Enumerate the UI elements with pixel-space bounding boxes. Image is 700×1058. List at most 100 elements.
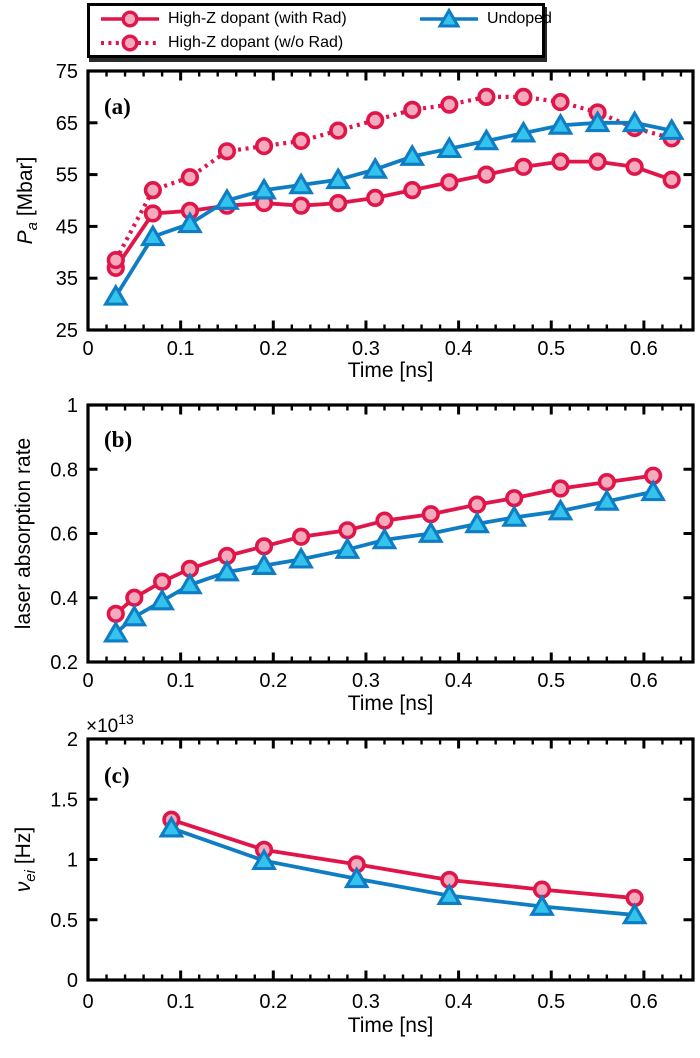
marker-triangle-icon bbox=[584, 110, 611, 133]
series-undoped bbox=[102, 110, 685, 306]
marker-triangle-icon bbox=[547, 498, 574, 521]
y-tick-label: 1.5 bbox=[50, 789, 78, 811]
axes-border bbox=[86, 403, 695, 664]
marker-triangle-icon bbox=[436, 882, 463, 905]
x-tick-label: 0.1 bbox=[167, 338, 195, 360]
marker-triangle-icon bbox=[214, 187, 240, 210]
marker-triangle-icon bbox=[547, 112, 574, 135]
y-tick-label: 75 bbox=[56, 61, 78, 83]
x-tick-label: 0.2 bbox=[259, 670, 287, 692]
y-tick-label: 65 bbox=[56, 113, 78, 135]
marker-circle-icon bbox=[551, 479, 570, 498]
marker-circle-icon bbox=[514, 157, 533, 176]
marker-circle-icon bbox=[329, 121, 348, 140]
marker-triangle-icon bbox=[640, 479, 667, 502]
marker-triangle-icon bbox=[149, 588, 176, 611]
x-axis-title: Time [ns] bbox=[348, 359, 434, 382]
panel-b: 0 0.1 0.2 0.3 0.4 0.5 0.6 0.2 0.4 0.6 0.8 1 (b) Time … bbox=[12, 395, 695, 715]
marker-circle-icon bbox=[338, 521, 357, 540]
x-tick-label: 0.1 bbox=[167, 991, 195, 1013]
marker-triangle-icon bbox=[436, 136, 463, 159]
marker-circle-icon bbox=[468, 495, 487, 514]
legend-label: Undoped bbox=[487, 10, 552, 27]
y-axis-exponent-label: ×1013 bbox=[86, 711, 134, 737]
marker-triangle-icon bbox=[288, 546, 314, 569]
x-tick-label: 0.4 bbox=[445, 670, 473, 692]
marker-circle-icon bbox=[254, 537, 274, 556]
x-tick-label: 0.5 bbox=[537, 670, 565, 692]
y-tick-label: 1 bbox=[67, 395, 78, 417]
marker-circle-icon bbox=[597, 473, 616, 492]
x-tick-label: 0.6 bbox=[630, 670, 658, 692]
marker-circle-icon bbox=[477, 87, 496, 106]
marker-triangle-icon bbox=[343, 866, 370, 889]
legend-item-highz-wo-rad: High-Z dopant (w/o Rad) bbox=[99, 31, 343, 55]
marker-circle-icon bbox=[125, 588, 144, 607]
y-tick-label: 0.6 bbox=[50, 524, 78, 546]
marker-triangle-icon bbox=[102, 283, 129, 306]
x-tick-label: 0 bbox=[82, 338, 93, 360]
marker-circle-icon bbox=[514, 87, 533, 106]
marker-triangle-icon bbox=[214, 559, 240, 582]
y-axis-title-main: laser absorption rate bbox=[12, 438, 35, 629]
marker-triangle-icon bbox=[473, 128, 500, 151]
marker-circle-icon bbox=[375, 511, 394, 530]
x-axis-title: Time [ns] bbox=[348, 692, 434, 715]
marker-circle-icon bbox=[366, 188, 385, 208]
y-tick-label: 0 bbox=[67, 970, 78, 992]
y-axis-title-sub: a bbox=[24, 222, 41, 230]
marker-triangle-icon bbox=[288, 172, 314, 195]
panel-c: 0 0.1 0.2 0.3 0.4 0.5 0.6 0 0.5 1 1.5 2 (c) Time [ns]… bbox=[12, 711, 695, 1037]
marker-triangle-icon bbox=[325, 167, 352, 190]
marker-triangle-icon bbox=[177, 572, 203, 595]
y-axis-title-unit: [Mbar] bbox=[14, 157, 37, 222]
marker-circle-icon bbox=[403, 181, 422, 200]
marker-circle-icon bbox=[143, 204, 162, 223]
x-tick-label: 0.4 bbox=[445, 338, 473, 360]
marker-triangle-icon bbox=[658, 117, 685, 140]
series-undoped bbox=[102, 479, 667, 643]
legend-sample-solid-circle-icon bbox=[101, 10, 159, 28]
panel-a: 0 0.1 0.2 0.3 0.4 0.5 0.6 25 35 45 55 65 75 (a) Time [… bbox=[14, 61, 695, 382]
y-tick-label: 0.5 bbox=[50, 910, 78, 932]
marker-triangle-icon bbox=[529, 893, 555, 916]
series-high-z-dopant-with-rad bbox=[162, 810, 644, 908]
y-axis-title: νei [Hz] bbox=[12, 827, 39, 892]
marker-circle-icon bbox=[254, 137, 274, 156]
marker-triangle-icon bbox=[251, 177, 277, 200]
marker-triangle-icon bbox=[510, 120, 537, 143]
marker-triangle-icon bbox=[251, 848, 277, 871]
marker-circle-icon bbox=[403, 100, 422, 119]
marker-triangle-icon bbox=[621, 902, 648, 925]
marker-circle-icon bbox=[217, 142, 237, 161]
panel-letter: (b) bbox=[104, 427, 132, 452]
series-line bbox=[114, 120, 673, 298]
marker-circle-icon bbox=[291, 196, 311, 215]
y-axis-title: laser absorption rate bbox=[12, 438, 35, 629]
legend-label: High-Z dopant (with Rad) bbox=[168, 10, 347, 27]
x-tick-label: 0.6 bbox=[630, 338, 658, 360]
x-tick-label: 0.2 bbox=[259, 338, 287, 360]
y-axis-title-sub: ei bbox=[22, 869, 39, 881]
x-tick-label: 0.3 bbox=[352, 338, 380, 360]
marker-circle-icon bbox=[421, 505, 440, 524]
marker-triangle-icon bbox=[334, 536, 361, 559]
x-tick-label: 0.4 bbox=[445, 991, 473, 1013]
legend-item-undoped: Undoped bbox=[418, 7, 552, 31]
x-tick-label: 0.1 bbox=[167, 670, 195, 692]
panel-letter: (a) bbox=[104, 94, 131, 119]
y-tick-label: 0.4 bbox=[50, 588, 78, 610]
marker-circle-icon bbox=[551, 152, 570, 171]
legend-label: High-Z dopant (w/o Rad) bbox=[168, 34, 344, 51]
marker-triangle-icon bbox=[621, 110, 648, 133]
marker-circle-icon bbox=[505, 489, 524, 508]
legend-sample-solid-triangle-icon bbox=[420, 7, 478, 28]
marker-circle-icon bbox=[106, 604, 125, 623]
marker-triangle-icon bbox=[399, 143, 426, 166]
series-high-z-dopant-with-rad bbox=[106, 152, 681, 277]
y-tick-label: 45 bbox=[56, 216, 78, 238]
marker-circle-icon bbox=[551, 92, 570, 112]
series-high-z-dopant-w-o-rad bbox=[106, 87, 681, 270]
x-tick-label: 0.5 bbox=[537, 338, 565, 360]
